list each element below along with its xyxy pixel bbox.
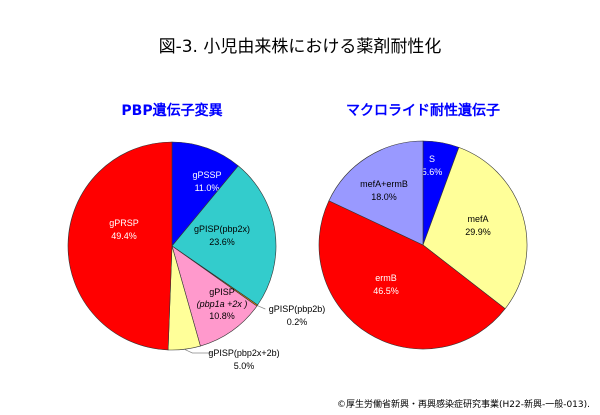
- slice-value: 5.0%: [234, 361, 255, 371]
- slice-value: 5.6%: [422, 167, 443, 177]
- copyright-footer: ©厚生労働省新興・再興感染症研究事業(H22-新興-一般-013).: [336, 400, 590, 410]
- main-title: 図-3. 小児由来株における薬剤耐性化: [158, 37, 442, 57]
- slice-label: ermB: [375, 273, 397, 283]
- leader-line: [184, 348, 212, 354]
- pbp-chart-title: PBP遺伝子変異: [121, 103, 223, 119]
- slice-value: 10.8%: [209, 311, 235, 321]
- slice-label: gPRSP: [109, 218, 139, 228]
- slice-label: (pbp1a +2x ): [197, 299, 248, 309]
- slice-label: S: [429, 154, 435, 164]
- slice-label: mefA+ermB: [360, 179, 408, 189]
- pie-slice-gpisp-pbp2x-: [171, 165, 277, 306]
- leader-line: [257, 305, 266, 310]
- pie-slice-gprsp: [67, 141, 173, 351]
- pie-slice-mefa-ermb: [328, 140, 424, 246]
- slice-label: gPSSP: [192, 170, 221, 180]
- slice-label: gPISP(pbp2b): [269, 304, 326, 314]
- slice-value: 11.0%: [195, 183, 220, 193]
- slice-value: 49.4%: [111, 231, 137, 241]
- pie-slice-gpisp-pbp1a-2x-: [171, 245, 258, 347]
- slice-label: gPISP: [209, 287, 235, 297]
- macrolide-chart-title: マクロライド耐性遺伝子: [346, 103, 500, 119]
- slice-label: mefA: [467, 214, 488, 224]
- pie-slice-mefa: [422, 146, 528, 310]
- slice-label: gPISP(pbp2x): [194, 224, 250, 234]
- slice-value: 46.5%: [373, 286, 399, 296]
- slice-label: gPISP(pbp2x+2b): [208, 348, 279, 358]
- slice-value: 0.2%: [287, 317, 308, 327]
- slice-value: 23.6%: [209, 237, 235, 247]
- slice-value: 18.0%: [371, 192, 397, 202]
- slice-value: 29.9%: [465, 227, 491, 237]
- pie-slice-ermb: [318, 200, 506, 350]
- pie-slice-gpssp: [171, 141, 239, 247]
